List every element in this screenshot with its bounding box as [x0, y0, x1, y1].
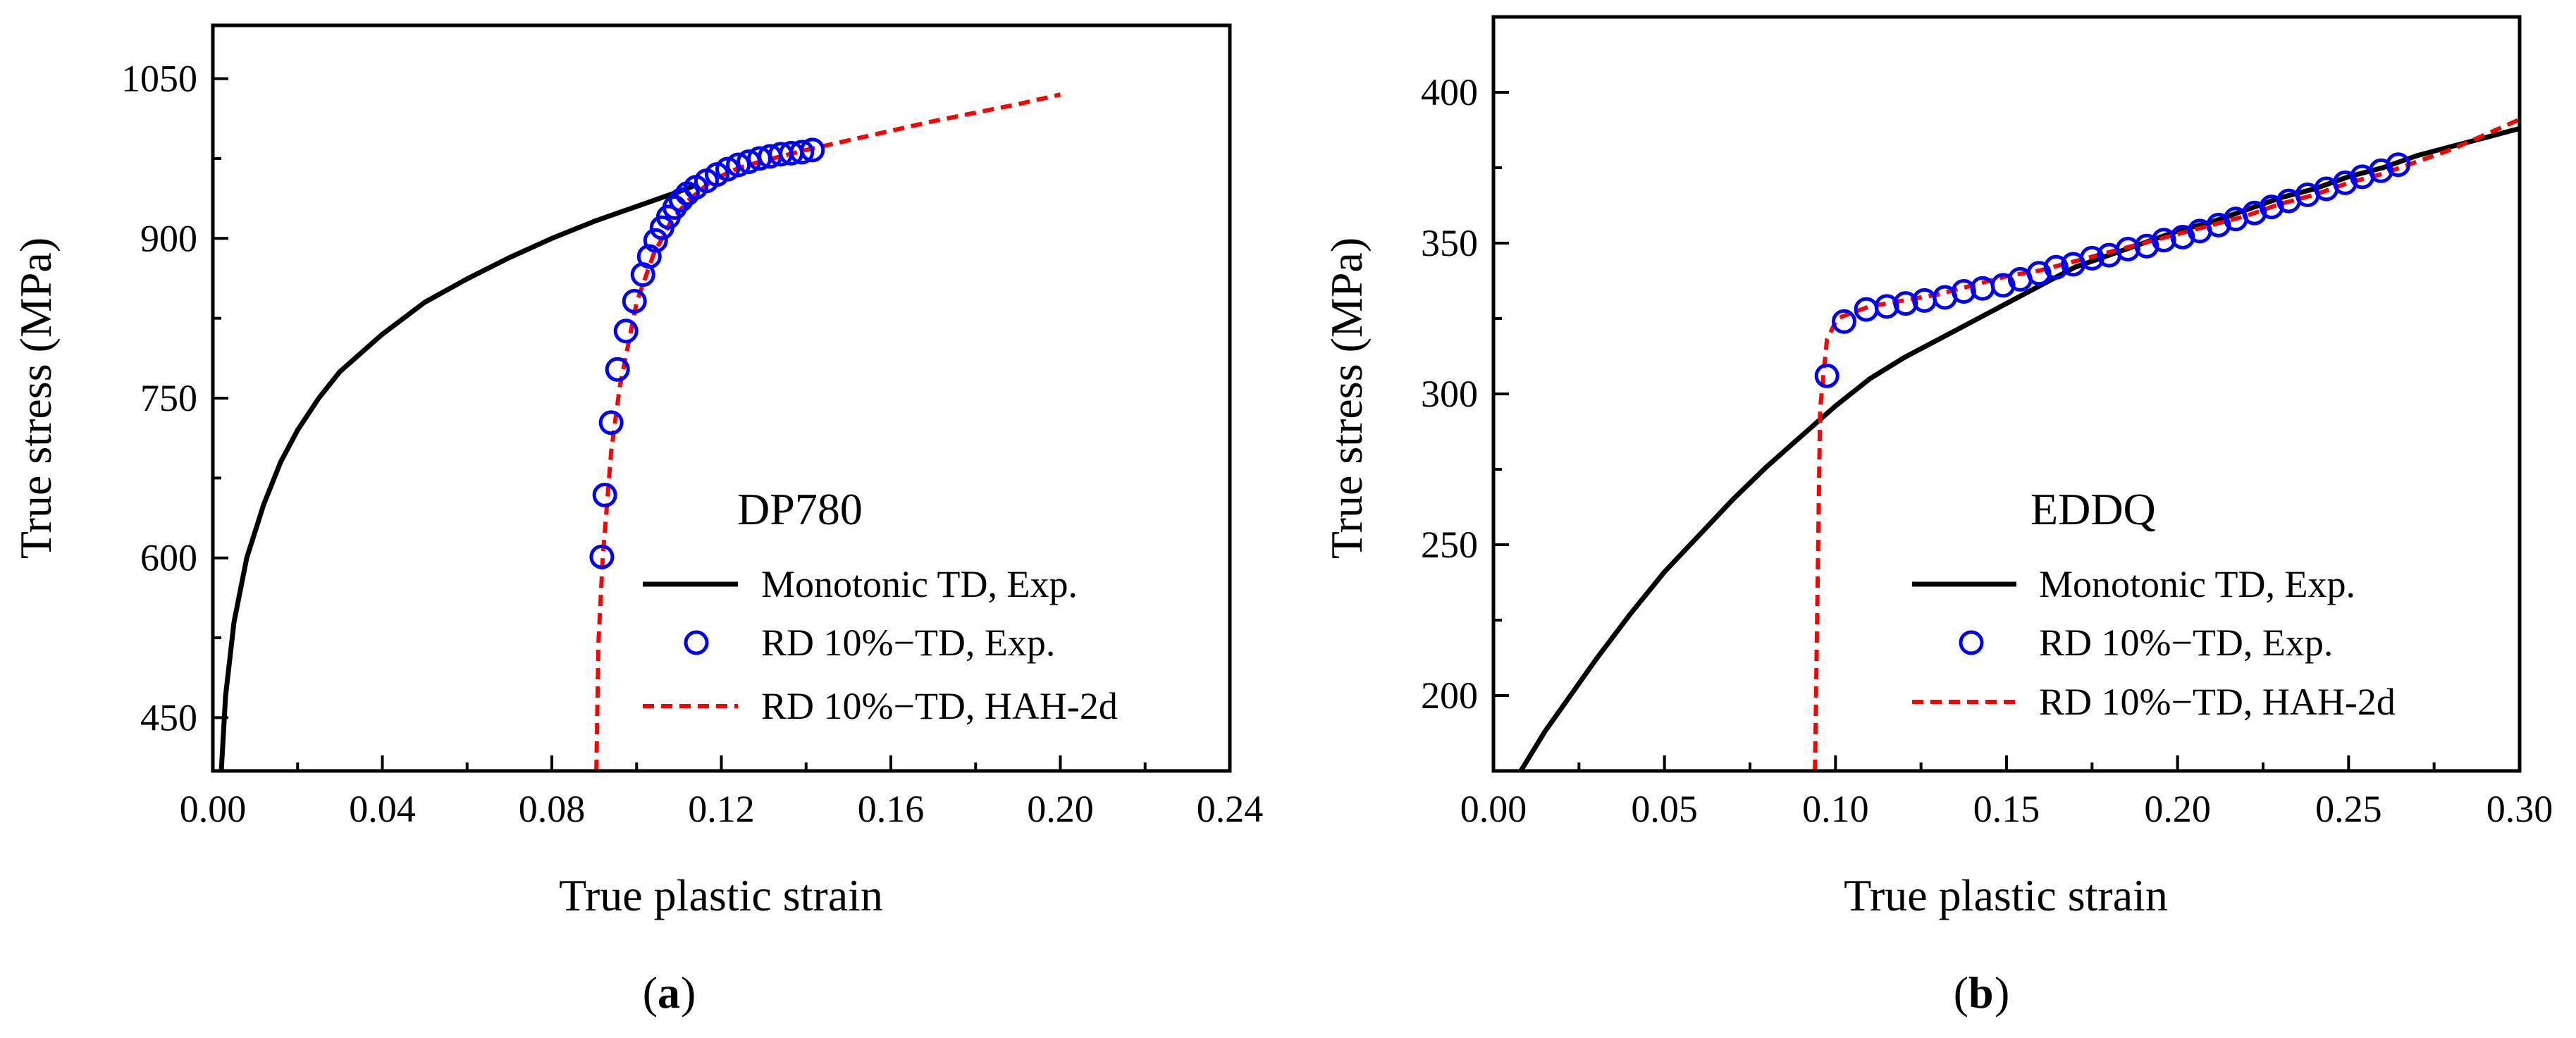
y-tick-label-b-4: 400 [1421, 71, 1478, 113]
x-axis-title-a: True plastic strain [559, 870, 883, 920]
y-tick-label-b-1: 250 [1421, 524, 1478, 566]
x-tick-label-a-1: 0.04 [349, 788, 416, 830]
x-tick-label-b-0: 0.00 [1460, 788, 1527, 830]
x-tick-label-a-5: 0.20 [1027, 788, 1094, 830]
exp-marker-a-1 [592, 483, 617, 508]
exp-marker-a-18 [726, 152, 751, 178]
monotonic-line-b [1518, 126, 2520, 771]
x-tick-label-b-2: 0.10 [1802, 788, 1869, 830]
plot-layer-b [1518, 117, 2520, 771]
panel-label-a: ( a ) [643, 968, 696, 1018]
panel-label-open-paren-b: ( [1954, 968, 1968, 1018]
exp-marker-b-18 [2151, 228, 2176, 253]
exp-marker-a-25 [800, 137, 825, 163]
legend-marker-exp-b [1959, 630, 1984, 655]
chart-panel-b: 0.00 0.05 0.10 0.15 0.20 0.25 0.30 200 250 300 350… [1321, 15, 2553, 1018]
exp-marker-b-16 [2115, 237, 2140, 262]
legend-a: Monotonic TD, Exp. RD 10%−TD, Exp. RD 10… [643, 563, 1118, 727]
y-tick-label-b-0: 200 [1421, 674, 1478, 717]
exp-marker-b-0 [1814, 363, 1839, 388]
x-tick-label-a-4: 0.16 [858, 788, 925, 830]
x-tick-label-b-3: 0.15 [1973, 788, 2040, 830]
x-tick-label-b-5: 0.25 [2315, 788, 2382, 830]
legend-label-hah-a: RD 10%−TD, HAH-2d [761, 685, 1118, 727]
plot-layer-a [218, 92, 1061, 771]
material-label-b: EDDQ [2030, 484, 2156, 534]
x-tick-label-a-6: 0.24 [1197, 788, 1264, 830]
series-group-b [1518, 117, 2520, 771]
legend-label-exp-a: RD 10%−TD, Exp. [761, 622, 1055, 664]
panel-label-open-paren-a: ( [643, 968, 658, 1018]
y-tick-label-b-3: 350 [1421, 222, 1478, 264]
material-label-a: DP780 [737, 484, 863, 534]
panel-label-close-paren-b: ) [1995, 968, 2009, 1018]
exp-marker-a-5 [622, 288, 647, 314]
exp-marker-b-12 [2043, 254, 2069, 280]
exp-marker-b-3 [1874, 294, 1899, 319]
legend-label-monotonic-a: Monotonic TD, Exp. [761, 563, 1078, 605]
exp-marker-b-4 [1893, 291, 1918, 316]
y-tick-label-a-3: 900 [140, 217, 197, 259]
hah-2d-line-b [1813, 117, 2520, 771]
exp-marker-b-7 [1951, 278, 1976, 304]
monotonic-line-a [218, 183, 697, 771]
y-tick-label-b-2: 300 [1421, 373, 1478, 415]
ticks-b: 0.00 0.05 0.10 0.15 0.20 0.25 0.30 200 250 300 350… [1421, 16, 2553, 830]
legend-label-exp-b: RD 10%−TD, Exp. [2039, 622, 2333, 664]
legend-marker-exp-a [684, 630, 709, 655]
y-tick-label-a-4: 1050 [121, 58, 197, 100]
panel-label-close-paren-a: ) [681, 968, 696, 1018]
x-axis-title-b: True plastic strain [1844, 870, 2168, 920]
x-tick-label-b-6: 0.30 [2486, 788, 2553, 830]
exp-marker-a-24 [789, 140, 815, 165]
exp-marker-a-11 [662, 194, 687, 220]
x-tick-label-b-4: 0.20 [2144, 788, 2211, 830]
x-tick-label-a-0: 0.00 [180, 788, 247, 830]
x-tick-label-a-3: 0.12 [688, 788, 755, 830]
y-tick-label-a-2: 750 [140, 377, 197, 419]
exp-marker-a-3 [605, 357, 630, 382]
legend-label-hah-b: RD 10%−TD, HAH-2d [2039, 681, 2396, 723]
exp-marker-b-14 [2079, 245, 2104, 271]
exp-marker-a-2 [598, 410, 624, 435]
exp-marker-a-7 [636, 244, 662, 269]
exp-marker-a-0 [589, 544, 615, 569]
y-axis-title-b: True stress (MPa) [1321, 237, 1372, 559]
exp-marker-a-12 [668, 187, 694, 213]
exp-marker-a-4 [613, 319, 639, 344]
ticks-a: 0.00 0.04 0.08 0.12 0.16 0.20 0.24 450 600 750 900… [121, 58, 1263, 830]
legend-b: Monotonic TD, Exp. RD 10%−TD, Exp. RD 10… [1912, 563, 2396, 723]
x-tick-label-a-2: 0.08 [519, 788, 586, 830]
y-tick-label-a-0: 450 [140, 696, 197, 739]
exp-marker-a-8 [643, 228, 668, 253]
series-group-a [218, 92, 1061, 771]
hah-2d-line-a [594, 92, 1061, 771]
legend-label-monotonic-b: Monotonic TD, Exp. [2039, 563, 2355, 605]
x-tick-label-b-1: 0.05 [1631, 788, 1698, 830]
panel-letter-a: a [658, 968, 680, 1018]
exp-marker-b-31 [2386, 152, 2411, 178]
panel-label-b: ( b ) [1954, 968, 2010, 1018]
exp-marker-b-1 [1831, 309, 1856, 334]
chart-panel-a: 0.00 0.04 0.08 0.12 0.16 0.20 0.24 450 600 750 900… [11, 23, 1263, 1018]
y-tick-label-a-1: 600 [140, 537, 197, 579]
panel-letter-b: b [1968, 968, 1994, 1018]
y-axis-title-a: True stress (MPa) [11, 237, 61, 559]
